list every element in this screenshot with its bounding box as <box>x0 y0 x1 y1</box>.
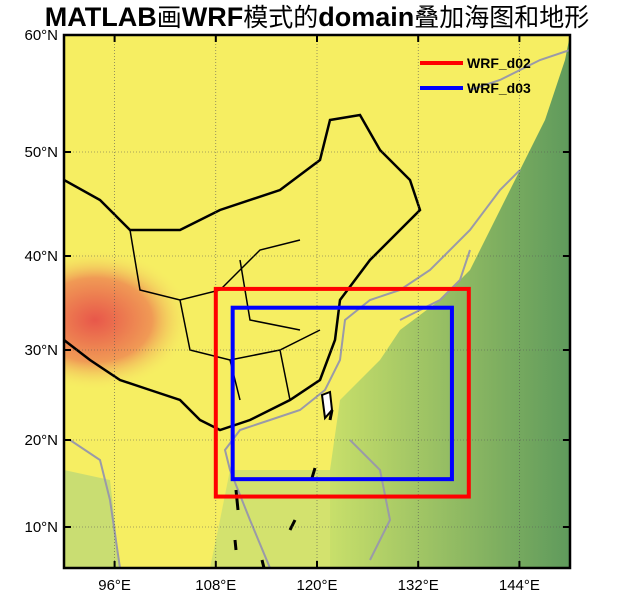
y-tick-label: 20°N <box>24 432 58 449</box>
figure-title: MATLAB画WRF模式的domain叠加海图和地形 <box>0 0 634 35</box>
title-part: 模式的 <box>243 3 319 32</box>
y-tick-label: 40°N <box>24 248 58 265</box>
title-part: 画 <box>156 3 182 32</box>
domain-boxes <box>213 286 471 499</box>
x-tick-label: 96°E <box>98 577 131 594</box>
legend: WRF_d02 WRF_d03 <box>420 55 531 96</box>
ocean-bay-of-bengal <box>64 470 120 568</box>
x-tick-label: 132°E <box>398 577 439 594</box>
coastline <box>69 49 570 568</box>
ocean-south-china-sea <box>210 470 330 568</box>
terrain-layer <box>64 35 570 568</box>
title-part: MATLAB <box>44 2 157 32</box>
x-tick-label: 120°E <box>296 577 337 594</box>
title-part: domain <box>318 2 415 32</box>
axis-ticks: 96°E 108°E 120°E 132°E 144°E 10°N 20°N 30°N 40°N… <box>24 27 570 594</box>
y-tick-label: 10°N <box>24 519 58 536</box>
province-borders <box>129 229 321 401</box>
y-tick-label: 50°N <box>24 144 58 161</box>
title-part: WRF <box>181 2 244 32</box>
title-part: 叠加海图和地形 <box>414 3 590 32</box>
y-tick-label: 30°N <box>24 342 58 359</box>
ocean-pacific <box>330 35 570 568</box>
y-tick-label: 60°N <box>24 27 58 44</box>
legend-label: WRF_d03 <box>467 80 531 96</box>
country-border <box>64 113 422 432</box>
nine-dash-line <box>233 409 334 568</box>
domain-box-wrf-d02 <box>213 286 471 499</box>
x-tick-label: 144°E <box>499 577 540 594</box>
x-tick-label: 108°E <box>195 577 236 594</box>
domain-box-wrf-d03 <box>230 305 454 482</box>
legend-label: WRF_d02 <box>467 55 531 71</box>
